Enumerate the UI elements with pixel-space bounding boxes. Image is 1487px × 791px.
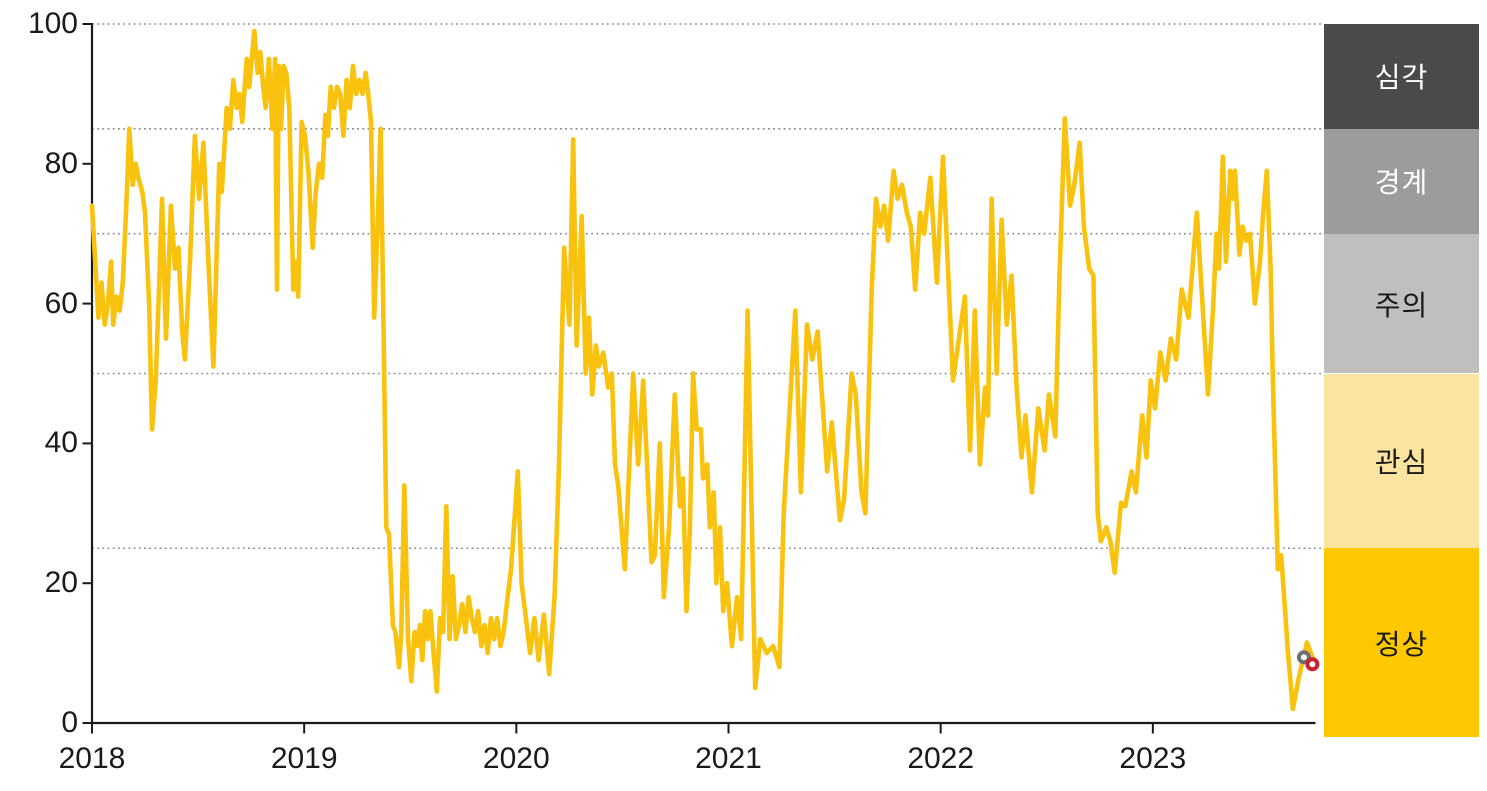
x-axis-label-2018: 2018 xyxy=(58,742,126,775)
gray-ring-marker xyxy=(1296,650,1311,665)
risk-band-severe: 심각 xyxy=(1324,24,1479,129)
x-axis-label-2019: 2019 xyxy=(270,742,338,775)
risk-band-label-severe: 심각 xyxy=(1374,62,1429,94)
financial-stress-index-line xyxy=(89,28,1319,712)
risk-band-interest: 관심 xyxy=(1324,373,1479,549)
y-axis-label-20: 20 xyxy=(44,566,78,600)
end-markers-group xyxy=(1296,650,1320,672)
risk-band-label-caution: 주의 xyxy=(1374,289,1429,321)
risk-band-caution: 주의 xyxy=(1324,233,1479,374)
risk-band-label-alert: 경계 xyxy=(1374,167,1429,199)
red-ring-marker xyxy=(1305,657,1320,672)
x-axis-label-2020: 2020 xyxy=(482,742,550,775)
risk-band-label-normal: 정상 xyxy=(1374,628,1429,660)
y-axis-label-80: 80 xyxy=(44,146,78,180)
x-axis-label-2023: 2023 xyxy=(1119,742,1187,775)
x-axis-label-2022: 2022 xyxy=(907,742,975,775)
y-axis-label-100: 100 xyxy=(27,7,78,40)
y-axis-label-0: 0 xyxy=(61,706,78,739)
y-axis-label-60: 60 xyxy=(44,286,78,320)
axes-group xyxy=(82,23,1316,734)
series-group xyxy=(89,28,1319,712)
risk-band-label-interest: 관심 xyxy=(1374,446,1429,478)
y-axis-label-40: 40 xyxy=(44,426,78,460)
x-axis-label-2021: 2021 xyxy=(695,742,762,775)
risk-band-alert: 경계 xyxy=(1324,128,1479,234)
risk-band-normal: 정상 xyxy=(1324,548,1479,738)
